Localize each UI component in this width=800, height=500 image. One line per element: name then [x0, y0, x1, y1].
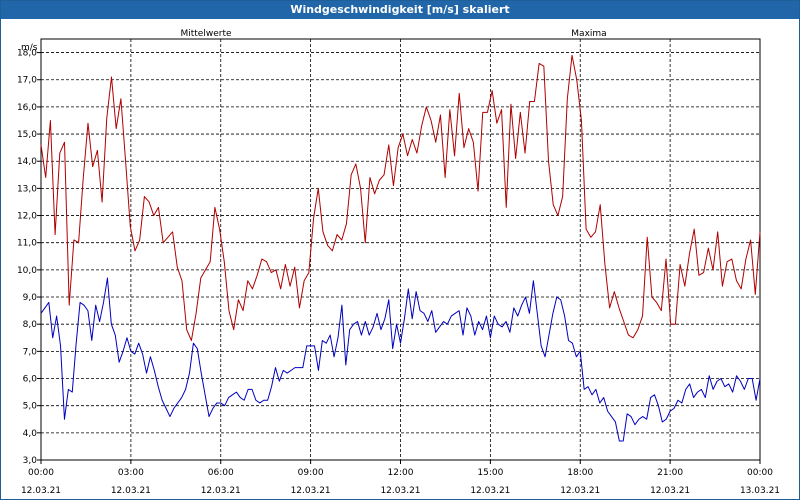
x-tick-time-label: 09:00 [298, 468, 324, 478]
x-tick-time-label: 21:00 [657, 468, 683, 478]
x-tick-date-label: 12.03.21 [291, 486, 331, 496]
y-tick-label: 6,0 [23, 375, 38, 385]
y-tick-label: 9,0 [23, 293, 38, 303]
y-tick-label: 7,0 [23, 347, 38, 357]
legend-maxima: Maxima [571, 29, 606, 39]
x-tick-date-label: 12.03.21 [560, 486, 600, 496]
chart-series [40, 54, 761, 442]
x-tick-time-label: 18:00 [567, 468, 593, 478]
y-tick-label: 5,0 [23, 402, 38, 412]
y-tick-label: 11,0 [17, 239, 37, 249]
x-tick-date-label: 13.03.21 [740, 486, 780, 496]
x-tick-time-label: 03:00 [118, 468, 144, 478]
y-tick-label: 17,0 [17, 76, 37, 86]
y-tick-label: 10,0 [17, 266, 37, 276]
x-tick-date-label: 12.03.21 [21, 486, 61, 496]
x-tick-time-label: 15:00 [477, 468, 503, 478]
y-tick-label: 14,0 [17, 157, 37, 167]
x-tick-date-label: 12.03.21 [470, 486, 510, 496]
x-tick-time-label: 00:00 [747, 468, 773, 478]
y-tick-label: 16,0 [17, 103, 37, 113]
y-tick-label: 12,0 [17, 212, 37, 222]
series-line-maxima [40, 54, 761, 341]
legend-mittelwerte: Mittelwerte [180, 29, 231, 39]
series-line-mittelwerte [40, 277, 761, 442]
chart-plot-area: m/s Mittelwerte Maxima 3,0 4,0 5,0 6,0 7,0 8,… [17, 29, 780, 496]
x-tick-date-label: 12.03.21 [201, 486, 241, 496]
x-tick-date-label: 12.03.21 [650, 486, 690, 496]
y-tick-label: 8,0 [23, 320, 38, 330]
window-title: Windgeschwindigkeit [m/s] skaliert [1, 1, 799, 19]
y-tick-label: 18,0 [17, 49, 37, 59]
x-tick-date-label: 12.03.21 [111, 486, 151, 496]
x-tick-time-label: 12:00 [388, 468, 414, 478]
x-tick-time-label: 00:00 [28, 468, 54, 478]
y-axis-ticks: 3,0 4,0 5,0 6,0 7,0 8,0 9,0 10,0 11,0 12,0 13,0 14,… [17, 49, 41, 466]
y-tick-label: 15,0 [17, 130, 37, 140]
y-axis-unit-label: m/s [21, 43, 38, 53]
x-tick-time-label: 06:00 [208, 468, 234, 478]
y-tick-label: 3,0 [23, 456, 38, 466]
x-tick-date-label: 12.03.21 [380, 486, 420, 496]
x-axis-ticks: 00:00 12.03.21 03:00 12.03.21 06:00 12.03.21 0… [21, 460, 780, 496]
y-tick-label: 4,0 [23, 429, 38, 439]
y-tick-label: 13,0 [17, 184, 37, 194]
